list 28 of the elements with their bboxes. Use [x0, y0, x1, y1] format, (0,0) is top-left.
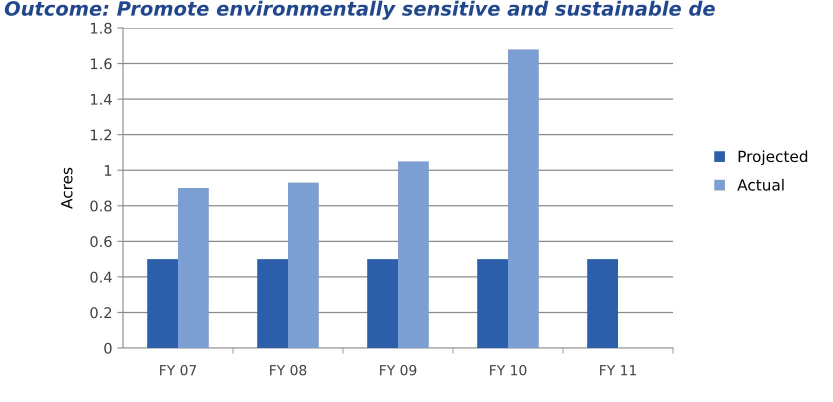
bar	[367, 259, 398, 348]
legend-label: Actual	[737, 178, 784, 191]
y-tick-label: 0.6	[90, 236, 112, 248]
bar	[178, 188, 209, 348]
bar	[398, 161, 429, 348]
bar	[477, 259, 508, 348]
y-tick-label: 0.8	[90, 200, 112, 212]
x-tick-label: FY 08	[270, 364, 306, 376]
x-tick-label: FY 10	[490, 364, 526, 376]
x-tick-label: FY 07	[160, 364, 196, 376]
chart-title: Outcome: Promote environmentally sensitive and sustainable de	[4, 0, 715, 20]
y-tick-label: 0.2	[90, 307, 112, 318]
bar	[508, 49, 539, 348]
y-tick-label: 1.2	[90, 129, 112, 140]
y-tick-label: 0.4	[90, 272, 112, 283]
bar	[288, 182, 319, 348]
bar	[147, 259, 178, 348]
y-axis-title: Acres	[61, 168, 73, 209]
bar	[587, 259, 618, 348]
x-tick-label: FY 09	[380, 364, 416, 376]
y-tick-label: 1	[104, 165, 112, 176]
legend-label: Projected	[738, 150, 808, 166]
bar	[257, 259, 288, 348]
x-tick-label: FY 11	[600, 365, 636, 376]
y-tick-label: 0	[104, 342, 112, 354]
y-tick-label: 1.6	[90, 58, 112, 70]
y-tick-label: 1.4	[90, 94, 112, 105]
y-tick-label: 1.8	[90, 22, 112, 34]
